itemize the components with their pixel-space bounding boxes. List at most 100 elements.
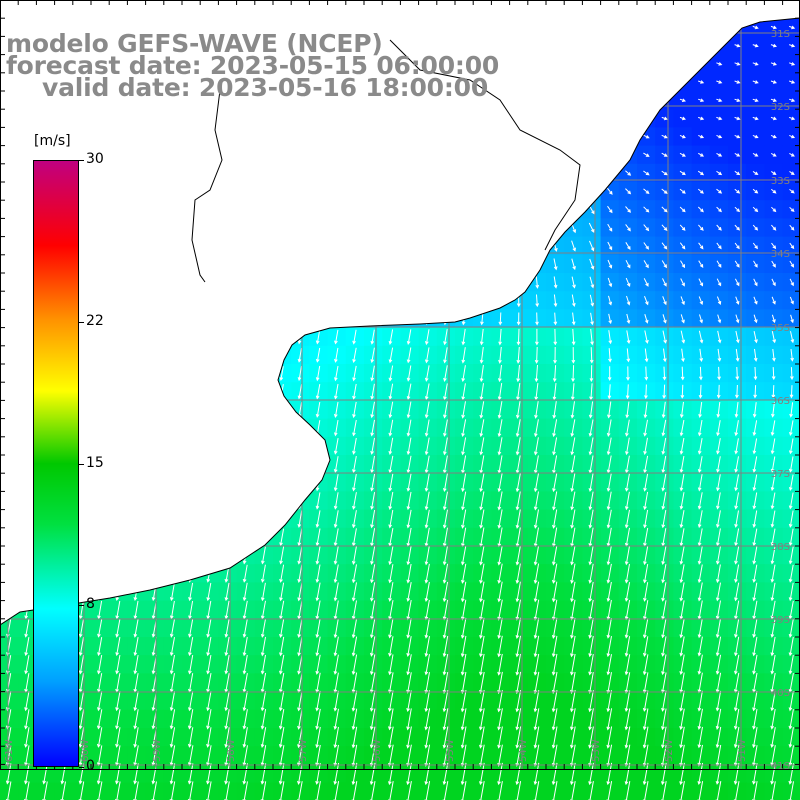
- wind-arrow: [770, 781, 776, 800]
- wind-arrow: [388, 455, 394, 474]
- wind-arrow: [753, 385, 758, 399]
- wind-arrow: [369, 781, 376, 800]
- wind-arrow: [752, 582, 758, 602]
- wind-arrow: [770, 420, 776, 436]
- wind-arrow: [406, 545, 412, 566]
- wind-arrow: [770, 709, 776, 730]
- wind-arrow: [643, 134, 650, 139]
- wind-arrow: [479, 509, 485, 529]
- wind-arrow: [535, 312, 539, 326]
- wind-arrow: [752, 43, 759, 48]
- wind-arrow: [297, 690, 303, 712]
- wind-arrow: [571, 294, 576, 308]
- wind-arrow: [644, 366, 649, 381]
- wind-arrow: [735, 348, 740, 362]
- wind-arrow: [515, 473, 521, 493]
- wind-arrow: [607, 401, 612, 419]
- wind-arrow: [533, 635, 540, 658]
- wind-arrow: [552, 419, 558, 438]
- wind-arrow: [606, 690, 612, 713]
- wind-arrow: [551, 781, 558, 800]
- wind-arrow: [789, 134, 796, 139]
- wind-arrow: [224, 727, 230, 749]
- wind-arrow: [315, 781, 321, 800]
- wind-arrow: [626, 330, 631, 344]
- wind-arrow: [789, 80, 796, 84]
- wind-arrow: [534, 419, 539, 438]
- wind-arrow: [188, 618, 194, 638]
- wind-arrow: [297, 708, 303, 730]
- wind-arrow: [187, 781, 194, 800]
- wind-arrow: [570, 581, 576, 603]
- wind-arrow: [352, 474, 357, 492]
- wind-arrow: [278, 690, 285, 712]
- colorbar-label: 8: [86, 596, 95, 613]
- wind-arrow: [624, 744, 631, 767]
- wind-arrow: [515, 690, 522, 713]
- wind-arrow: [260, 618, 266, 638]
- wind-arrow: [461, 365, 466, 383]
- wind-arrow: [788, 709, 794, 730]
- wind-arrow: [315, 654, 321, 675]
- wind-arrow: [352, 456, 357, 474]
- wind-arrow: [442, 690, 449, 713]
- wind-arrow: [169, 637, 175, 657]
- wind-arrow: [424, 708, 431, 731]
- wind-arrow: [479, 781, 485, 800]
- wind-arrow: [642, 618, 649, 639]
- wind-arrow: [333, 654, 339, 675]
- wind-arrow: [588, 437, 594, 456]
- wind-arrow: [97, 637, 103, 657]
- wind-arrow: [443, 419, 448, 437]
- wind-arrow: [206, 582, 212, 602]
- wind-arrow: [460, 635, 467, 658]
- wind-arrow: [552, 473, 558, 493]
- wind-arrow: [752, 636, 758, 657]
- lat-label: 33S: [771, 176, 790, 187]
- wind-arrow: [679, 98, 686, 102]
- wind-arrow: [370, 347, 375, 364]
- valid-date: valid date: 2023-05-16 18:00:00: [42, 73, 489, 102]
- wind-arrow: [224, 781, 230, 800]
- wind-arrow: [589, 258, 595, 270]
- wind-arrow: [788, 564, 794, 583]
- wind-arrow: [624, 473, 630, 492]
- wind-arrow: [716, 134, 723, 139]
- wind-arrow: [607, 384, 612, 400]
- wind-arrow: [388, 546, 394, 566]
- wind-arrow: [716, 80, 723, 84]
- wind-arrow: [679, 636, 685, 657]
- wind-arrow: [570, 726, 576, 749]
- wind-arrow: [588, 672, 594, 694]
- wind-arrow: [24, 655, 30, 675]
- wind-arrow: [679, 134, 686, 139]
- colorbar-tick: [79, 767, 84, 768]
- wind-arrow: [424, 419, 430, 437]
- wind-arrow: [515, 491, 521, 511]
- wind-arrow: [624, 654, 631, 676]
- lon-label: 53W: [591, 739, 602, 762]
- wind-arrow: [406, 781, 412, 800]
- wind-arrow: [588, 545, 594, 566]
- wind-arrow: [551, 744, 558, 767]
- wind-arrow: [679, 206, 686, 213]
- wind-arrow: [661, 437, 667, 455]
- wind-arrow: [96, 763, 103, 785]
- wind-arrow: [716, 420, 721, 437]
- wind-arrow: [424, 726, 431, 749]
- wind-arrow: [260, 781, 267, 800]
- wind-arrow: [552, 545, 558, 566]
- wind-arrow: [624, 708, 631, 731]
- wind-arrow: [770, 763, 776, 785]
- wind-arrow: [624, 563, 630, 584]
- wind-arrow: [552, 491, 558, 511]
- wind-arrow: [752, 188, 759, 194]
- wind-arrow: [752, 763, 758, 785]
- wind-arrow: [352, 401, 357, 419]
- wind-arrow: [370, 329, 375, 345]
- wind-arrow: [679, 726, 685, 749]
- wind-arrow: [479, 762, 485, 786]
- wind-arrow: [460, 744, 467, 767]
- wind-arrow: [788, 474, 794, 492]
- wind-arrow: [571, 258, 576, 271]
